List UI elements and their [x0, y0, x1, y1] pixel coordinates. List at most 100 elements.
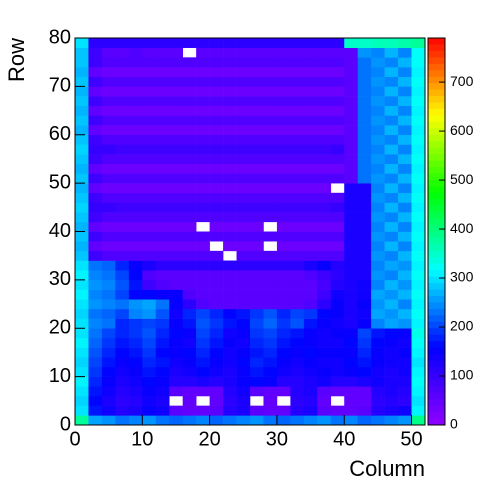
cell: [182, 105, 197, 116]
cell: [142, 337, 157, 348]
cell: [115, 221, 130, 232]
cell: [330, 260, 345, 271]
cell: [128, 47, 143, 58]
cell: [223, 386, 237, 397]
cell: [169, 299, 183, 310]
cell: [155, 67, 170, 77]
cell: [411, 337, 426, 348]
cell: [115, 76, 130, 87]
cell: [317, 144, 332, 155]
cell: [250, 337, 264, 348]
cell: [75, 241, 89, 252]
cell: [236, 395, 251, 406]
cell: [115, 395, 130, 406]
cell: [330, 415, 345, 426]
cell: [223, 405, 237, 416]
cell: [411, 299, 426, 310]
cell: [169, 173, 183, 184]
cell: [101, 299, 116, 310]
cell: [128, 173, 143, 184]
cell: [115, 163, 130, 174]
cell: [398, 125, 412, 136]
cell: [209, 67, 224, 77]
cell: [88, 299, 103, 310]
cell: [169, 357, 183, 368]
cell: [223, 260, 237, 271]
cell: [344, 115, 358, 126]
cell: [209, 415, 224, 426]
cell: [371, 212, 385, 223]
cell: [344, 202, 358, 213]
cell: [223, 115, 237, 126]
cell: [155, 270, 170, 281]
cell: [398, 212, 412, 223]
cell: [236, 357, 251, 368]
cell: [155, 260, 170, 271]
cell: [384, 308, 399, 319]
cell: [263, 38, 278, 48]
cell: [250, 134, 264, 145]
cell: [250, 57, 264, 68]
cell: [155, 337, 170, 348]
cell: [344, 173, 358, 184]
cell: [223, 192, 237, 203]
cell: [88, 144, 103, 155]
cell: [384, 366, 399, 377]
cell: [223, 134, 237, 145]
cell: [411, 192, 426, 203]
cell: [357, 270, 372, 281]
cell: [155, 366, 170, 377]
cell: [101, 96, 116, 107]
cell: [115, 183, 130, 194]
cell: [411, 308, 426, 319]
cell: [155, 318, 170, 329]
colorbar-tick-label: 200: [450, 318, 474, 334]
cell: [290, 241, 305, 252]
cell: [290, 202, 305, 213]
cell: [209, 376, 224, 387]
cell: [317, 183, 332, 194]
cell: [236, 57, 251, 68]
cell: [155, 76, 170, 87]
cell: [384, 134, 399, 145]
cell: [250, 221, 264, 232]
cell: [330, 347, 345, 358]
cell: [330, 144, 345, 155]
cell: [384, 173, 399, 184]
colorbar-segment: [428, 283, 445, 291]
cell: [196, 241, 210, 252]
cell: [236, 308, 251, 319]
cell: [411, 318, 426, 329]
cell: [223, 279, 237, 290]
cell: [411, 38, 426, 48]
cell: [223, 76, 237, 87]
cell: [115, 202, 130, 213]
cell: [155, 105, 170, 116]
colorbar-segment: [428, 212, 445, 220]
cell: [344, 241, 358, 252]
cell: [357, 134, 372, 145]
cell: [303, 57, 318, 68]
cell: [330, 328, 345, 339]
cell: [115, 86, 130, 97]
cell: [303, 376, 318, 387]
cell: [101, 221, 116, 232]
cell: [371, 347, 385, 358]
cell: [263, 386, 278, 397]
colorbar-segment: [428, 289, 445, 297]
cell: [128, 202, 143, 213]
cell: [182, 57, 197, 68]
colorbar-segment: [428, 179, 445, 187]
cell: [196, 125, 210, 136]
cell: [88, 67, 103, 77]
cell: [128, 76, 143, 87]
cell: [330, 376, 345, 387]
cell: [371, 67, 385, 77]
cell: [169, 154, 183, 165]
y-tick-label: 70: [49, 75, 71, 97]
cell: [344, 328, 358, 339]
cell: [384, 154, 399, 165]
cell: [169, 308, 183, 319]
colorbar-segment: [428, 167, 445, 174]
cell: [303, 337, 318, 348]
